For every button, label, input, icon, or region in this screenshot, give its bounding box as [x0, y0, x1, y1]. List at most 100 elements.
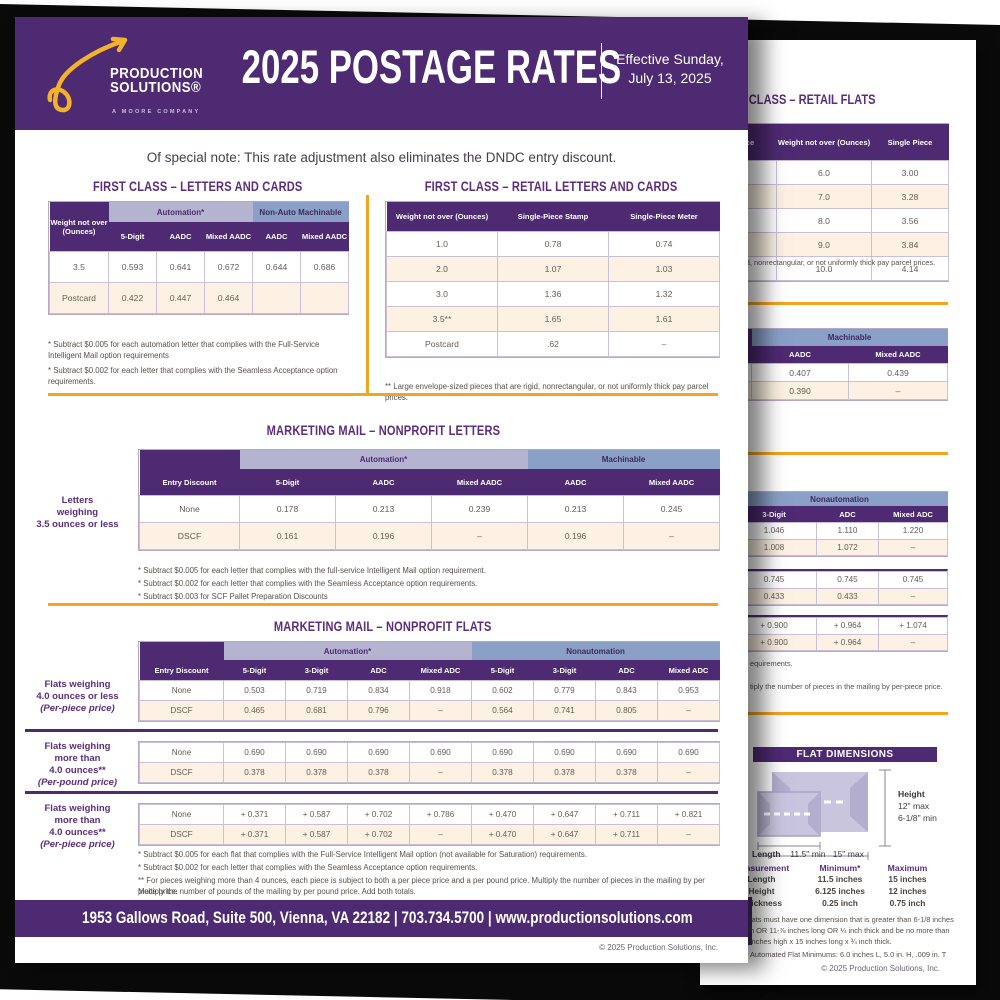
- column-header: Mixed AADC: [300, 222, 349, 252]
- column-header: Mixed AADC: [623, 469, 720, 496]
- column-header: AADC: [252, 222, 301, 252]
- row-header-cell: 9.0: [776, 232, 872, 257]
- row-header-cell: 0.407: [751, 363, 849, 382]
- table-cell: + 0.371: [223, 804, 286, 825]
- column-header: Weight not over (Ounces): [776, 124, 872, 161]
- special-note: Of special note: This rate adjustment al…: [146, 150, 617, 165]
- length-annotation: Length 11.5" min 15" max: [752, 849, 864, 859]
- row-header-cell: DSCF: [139, 522, 240, 550]
- table-cell: 0.74: [608, 231, 720, 257]
- mm-flats-section-label: Flats weighing 4.0 ounces or less (Per-p…: [36, 679, 119, 714]
- blank-header: [139, 642, 224, 660]
- mm-letters-side-label: Letters weighing 3.5 ounces or less: [36, 495, 119, 530]
- column-header: Maximum: [875, 864, 940, 873]
- column-header: ADC: [347, 660, 410, 681]
- column-header: Mixed ADC: [409, 660, 472, 681]
- table-cell: 0.918: [409, 680, 472, 701]
- table-cell: 0.465: [223, 700, 286, 721]
- table-cell: + 0.711: [595, 804, 658, 825]
- row-header-cell: DSCF: [139, 824, 224, 845]
- mm-flats-table-per-piece: None + 0.371 + 0.587 + 0.702 + 0.786 + 0.470 +…: [138, 803, 720, 846]
- row-header-cell: DSCF: [139, 700, 224, 721]
- table-header-row: Weight not over (Ounces) Automation* Non…: [49, 202, 349, 252]
- table-cell: 0.196: [527, 522, 625, 550]
- table-row: DSCF + 0.371 + 0.587 + 0.702– + 0.470 + 0.647…: [139, 824, 720, 845]
- table-row: Postcard .62–: [386, 331, 720, 357]
- table-cell: 1.65: [497, 306, 609, 332]
- table-cell: + 0.647: [533, 824, 596, 845]
- table-cell: + 0.470: [471, 804, 534, 825]
- mm-flats-section-label: Flats weighing more than 4.0 ounces** (P…: [37, 741, 118, 788]
- group-header: Machinable: [527, 450, 720, 469]
- fc-retail-title: FIRST CLASS – RETAIL LETTERS AND CARDS: [425, 179, 678, 194]
- table-cell: 0.178: [239, 495, 336, 523]
- section-divider: [700, 452, 948, 455]
- table-body: 1.0 0.78 0.74 2.0 1.07 1.03 3.0 1.36 1.32 3.5** 1.…: [386, 231, 720, 357]
- table-cell: + 0.786: [409, 804, 472, 825]
- row-header-cell: Postcard: [386, 331, 498, 357]
- table-row: 2.0 1.07 1.03: [386, 256, 720, 282]
- table-cell: –: [657, 824, 720, 845]
- table-cell: 12 inches: [875, 885, 940, 897]
- fc-letters-table: Weight not over (Ounces) Automation* Non…: [48, 201, 350, 315]
- table-row: + 0.900 + 0.964 + 1.074: [731, 617, 948, 635]
- mm-flats-table-per-pound: None 0.690 0.690 0.690 0.690 0.690 0.690 0.690 0…: [138, 741, 720, 784]
- table-cell: –: [623, 522, 721, 550]
- table-row: None + 0.371 + 0.587 + 0.702 + 0.786 + 0.470 +…: [139, 804, 720, 825]
- flat-dimensions-banner: FLAT DIMENSIONS: [753, 747, 937, 762]
- nonautomation-table: Nonautomation 3-Digit ADC Mixed ADC 1.04…: [730, 491, 949, 557]
- table-row: None 0.178 0.213 0.239 0.213 0.245: [139, 495, 721, 523]
- height-annotation: Height 12" max 6-1/8" min: [898, 789, 937, 823]
- table-cell: 0.78: [497, 231, 609, 257]
- fc-letters-footnote: * Subtract $0.005 for each automation le…: [48, 340, 320, 360]
- row-header-cell: 0.390: [751, 381, 849, 400]
- table-body: None 0.690 0.690 0.690 0.690 0.690 0.690 0.690 0…: [139, 742, 720, 783]
- row-header-cell: 8.0: [776, 208, 872, 233]
- table-cell: –: [409, 824, 472, 845]
- column-header: 5-Digit: [223, 660, 286, 681]
- table-body: None + 0.371 + 0.587 + 0.702 + 0.786 + 0.470 +…: [139, 804, 720, 845]
- table-cell: + 0.964: [816, 633, 879, 651]
- table-cell: 0.213: [335, 495, 432, 523]
- row-header-cell: None: [139, 495, 240, 523]
- table-row: 1.046 1.110 1.220: [731, 522, 949, 540]
- table-cell: 0.779: [533, 680, 596, 701]
- flats-section-divider: [25, 791, 718, 794]
- table-cell: 0.75 inch: [875, 897, 940, 909]
- blank-header: [139, 450, 240, 469]
- column-header: ADC: [595, 660, 658, 681]
- table-cell: 11.5 inches: [805, 873, 875, 885]
- row-header-cell: None: [139, 804, 224, 825]
- mm-flats-footnote: * Subtract $0.005 for each flat that com…: [138, 850, 587, 859]
- table-cell: 0.690: [595, 742, 658, 763]
- row-header-cell: 1.008: [731, 538, 817, 556]
- table-row: 1.0 0.78 0.74: [386, 231, 720, 257]
- table-cell: –: [430, 522, 529, 550]
- fc-retail-table: Weight not over (Ounces) Single-Piece St…: [385, 201, 720, 358]
- row-header-cell: None: [139, 680, 224, 701]
- column-header: Mixed AADC: [431, 469, 528, 496]
- column-header: Mixed AADC: [204, 222, 253, 252]
- table-header-row: Entry Discount 5-Digit AADC Mixed AADC A…: [139, 469, 720, 496]
- table-cell: 0.681: [285, 700, 348, 721]
- row-header-cell: 6.0: [776, 160, 872, 185]
- table-cell: + 0.711: [595, 824, 658, 845]
- column-header: Single-Piece Stamp: [497, 202, 609, 232]
- table-cell: 1.03: [608, 256, 720, 282]
- column-header: 5-Digit: [239, 469, 336, 496]
- table-cell: 0.245: [623, 495, 721, 523]
- table-cell: 4.14: [871, 256, 949, 281]
- row-header-cell: 3.5**: [386, 306, 498, 332]
- table-cell: 0.672: [203, 251, 254, 283]
- table-header-row: 5-Digit AADC Mixed AADC AADC Mixed AADC: [50, 222, 349, 252]
- table-cell: 0.641: [156, 251, 205, 283]
- table-cell: 1.36: [497, 281, 609, 307]
- table-header-row: Measurement Minimum* Maximum: [718, 864, 940, 873]
- logo-swoosh-icon: [47, 36, 128, 113]
- table-body: 3.5 0.593 0.641 0.672 0.644 0.686 Postcard 0.42…: [49, 251, 350, 314]
- table-cell: 1.32: [608, 281, 720, 307]
- table-cell: –: [877, 538, 949, 556]
- table-cell: [300, 282, 350, 314]
- table-cell: 0.719: [285, 680, 348, 701]
